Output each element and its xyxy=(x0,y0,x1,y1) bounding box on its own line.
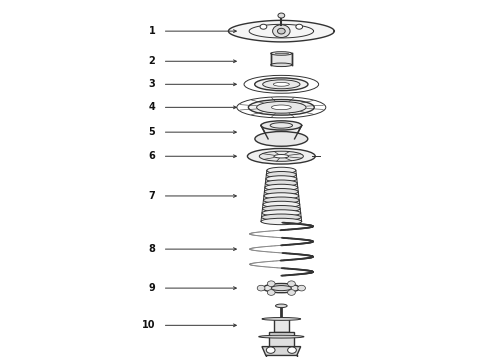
Text: 4: 4 xyxy=(148,102,155,112)
Ellipse shape xyxy=(247,148,315,164)
Circle shape xyxy=(288,290,295,295)
Circle shape xyxy=(257,285,265,291)
Ellipse shape xyxy=(261,121,302,130)
Text: 5: 5 xyxy=(148,127,155,137)
Ellipse shape xyxy=(275,304,287,307)
Text: 2: 2 xyxy=(148,56,155,66)
Ellipse shape xyxy=(265,184,298,191)
Circle shape xyxy=(268,281,275,287)
Ellipse shape xyxy=(255,78,308,91)
Ellipse shape xyxy=(263,206,300,212)
Polygon shape xyxy=(269,332,294,347)
Ellipse shape xyxy=(259,335,304,338)
Ellipse shape xyxy=(265,189,298,195)
Ellipse shape xyxy=(271,285,292,291)
Ellipse shape xyxy=(267,167,296,174)
Text: 8: 8 xyxy=(148,244,155,254)
Text: 7: 7 xyxy=(148,191,155,201)
Polygon shape xyxy=(270,54,292,65)
Ellipse shape xyxy=(270,63,292,67)
Ellipse shape xyxy=(263,80,300,89)
Ellipse shape xyxy=(266,180,297,186)
Polygon shape xyxy=(261,125,302,139)
Text: 3: 3 xyxy=(148,79,155,89)
Text: 6: 6 xyxy=(148,151,155,161)
Ellipse shape xyxy=(261,218,302,225)
Ellipse shape xyxy=(262,318,301,320)
Text: 10: 10 xyxy=(142,320,155,330)
Circle shape xyxy=(272,25,290,37)
Ellipse shape xyxy=(262,210,301,216)
Ellipse shape xyxy=(248,100,314,115)
Ellipse shape xyxy=(267,171,296,178)
Ellipse shape xyxy=(262,214,301,220)
Ellipse shape xyxy=(257,102,306,113)
Circle shape xyxy=(260,24,267,29)
Text: 1: 1 xyxy=(148,26,155,36)
Ellipse shape xyxy=(263,201,300,208)
Circle shape xyxy=(298,285,305,291)
Polygon shape xyxy=(228,21,334,42)
Circle shape xyxy=(278,13,285,18)
Ellipse shape xyxy=(266,176,297,182)
Ellipse shape xyxy=(263,283,300,293)
Ellipse shape xyxy=(259,151,303,161)
Ellipse shape xyxy=(264,193,299,199)
Circle shape xyxy=(268,290,275,295)
Ellipse shape xyxy=(264,197,299,203)
Polygon shape xyxy=(262,347,301,355)
Ellipse shape xyxy=(255,131,308,146)
Ellipse shape xyxy=(273,82,289,86)
Circle shape xyxy=(277,28,285,34)
Text: 9: 9 xyxy=(148,283,155,293)
Circle shape xyxy=(288,281,295,287)
Ellipse shape xyxy=(274,154,289,158)
Ellipse shape xyxy=(271,105,291,110)
Polygon shape xyxy=(273,318,289,332)
Circle shape xyxy=(267,347,275,353)
Ellipse shape xyxy=(270,52,292,55)
Circle shape xyxy=(296,24,303,29)
Circle shape xyxy=(288,347,296,353)
